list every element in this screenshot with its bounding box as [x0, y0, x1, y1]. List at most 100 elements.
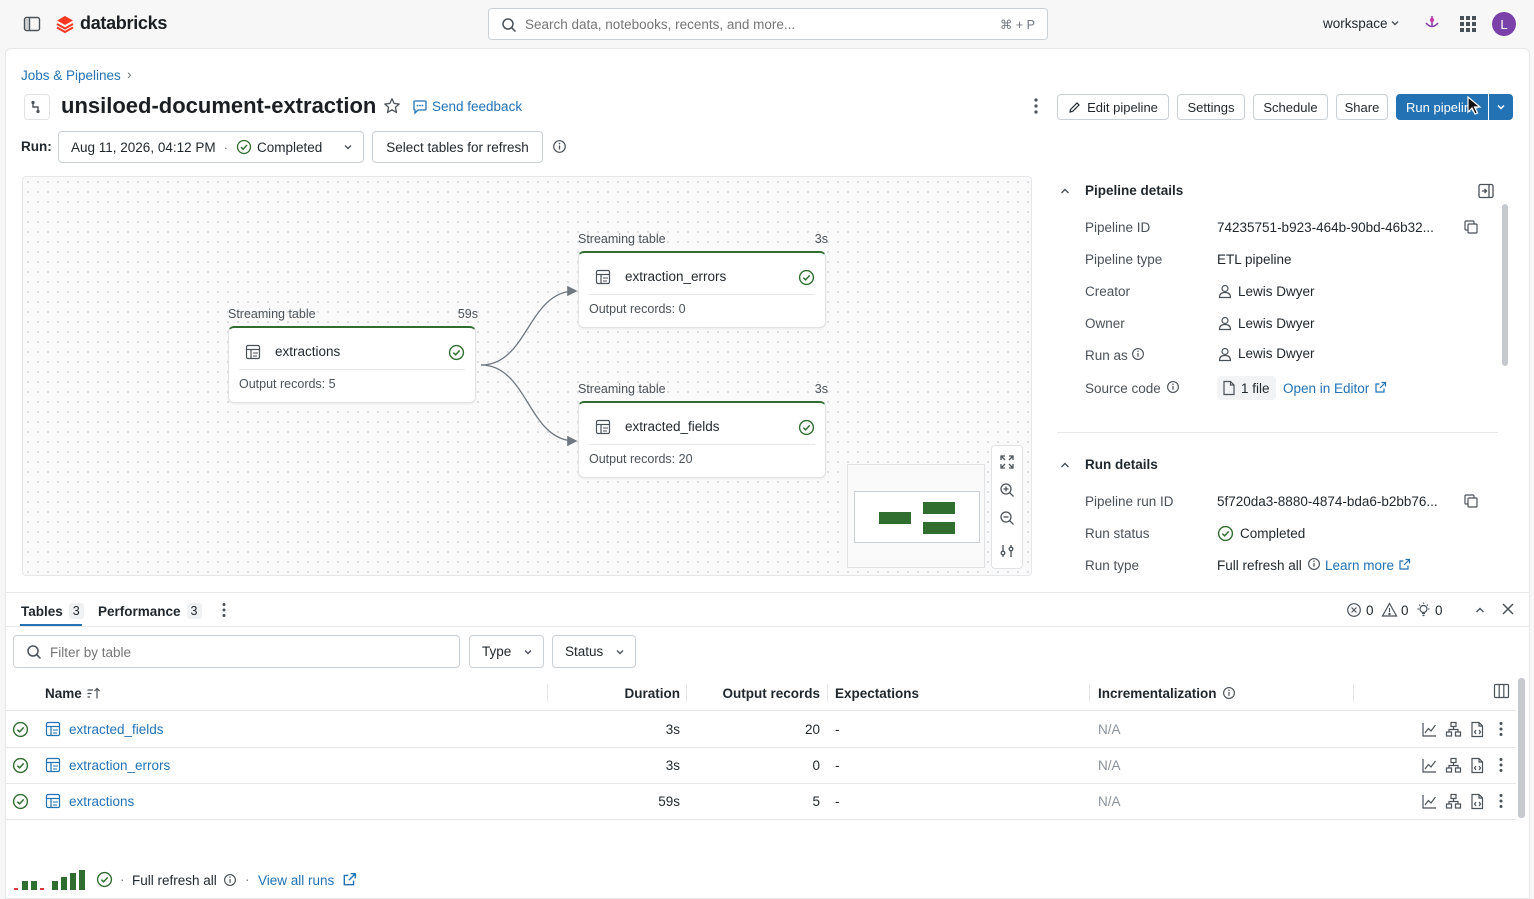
- workspace-selector[interactable]: workspace: [1323, 16, 1388, 31]
- table-name-link[interactable]: extractions: [69, 794, 135, 809]
- table-row[interactable]: extraction_errors 3s 0 - N/A: [6, 748, 1516, 784]
- column-header-incrementalization[interactable]: Incrementalization: [1098, 686, 1217, 701]
- chevron-up-icon[interactable]: [1059, 185, 1071, 197]
- graph-node-extraction-errors[interactable]: extraction_errors Output records: 0: [578, 251, 826, 328]
- kebab-menu-icon[interactable]: [1028, 97, 1044, 115]
- scrollbar-thumb[interactable]: [1518, 678, 1525, 818]
- select-tables-refresh-button[interactable]: Select tables for refresh: [372, 131, 543, 163]
- column-header-output-records[interactable]: Output records: [722, 686, 820, 701]
- table-scrollbar[interactable]: [1518, 678, 1526, 818]
- zoom-in-icon[interactable]: [991, 476, 1023, 504]
- chart-icon[interactable]: [1421, 793, 1438, 810]
- column-header-duration[interactable]: Duration: [624, 686, 681, 701]
- type-filter-dropdown[interactable]: Type: [469, 635, 544, 668]
- sort-ascending-icon[interactable]: [86, 686, 101, 701]
- copy-icon[interactable]: [1463, 219, 1479, 235]
- assistant-icon[interactable]: [1423, 14, 1441, 34]
- databricks-logo-icon[interactable]: [55, 14, 75, 34]
- tab-tables[interactable]: Tables 3: [21, 596, 84, 626]
- run-details-heading[interactable]: Run details: [1085, 457, 1158, 472]
- lightbulb-icon[interactable]: [1415, 601, 1432, 618]
- filter-by-table-input[interactable]: [50, 643, 430, 661]
- layout-settings-icon[interactable]: [991, 537, 1023, 565]
- error-circle-icon[interactable]: [1346, 602, 1362, 618]
- run-selector[interactable]: Aug 11, 2026, 04:12 PM · Completed: [58, 131, 364, 163]
- settings-button[interactable]: Settings: [1177, 94, 1245, 120]
- star-icon[interactable]: [383, 97, 401, 115]
- chevron-down-icon: [1496, 102, 1506, 112]
- error-count: 0: [1366, 603, 1374, 618]
- kebab-menu-icon[interactable]: [1493, 757, 1509, 773]
- view-all-runs-link[interactable]: View all runs: [258, 873, 335, 888]
- info-icon[interactable]: [223, 873, 237, 887]
- info-icon[interactable]: [1222, 686, 1236, 700]
- table-name-link[interactable]: extracted_fields: [69, 722, 164, 737]
- table-name-link[interactable]: extraction_errors: [69, 758, 171, 773]
- external-link-icon[interactable]: [1398, 558, 1411, 571]
- table-row[interactable]: extractions 59s 5 - N/A: [6, 784, 1516, 820]
- file-code-icon[interactable]: [1469, 793, 1486, 810]
- feedback-icon[interactable]: [412, 99, 428, 115]
- tab-performance[interactable]: Performance 3: [98, 596, 202, 626]
- pipeline-details-heading[interactable]: Pipeline details: [1085, 183, 1184, 198]
- sidebar-toggle-icon[interactable]: [22, 14, 42, 34]
- kebab-menu-icon[interactable]: [1493, 721, 1509, 737]
- minimap-viewport[interactable]: [854, 491, 980, 543]
- open-in-editor-link[interactable]: Open in Editor: [1283, 381, 1370, 396]
- close-icon[interactable]: [1501, 602, 1515, 616]
- chevron-up-icon[interactable]: [1474, 604, 1486, 616]
- lineage-icon[interactable]: [1445, 757, 1462, 774]
- lineage-icon[interactable]: [1445, 793, 1462, 810]
- graph-node-extractions[interactable]: extractions Output records: 5: [228, 326, 476, 403]
- graph-node-extracted-fields[interactable]: extracted_fields Output records: 20: [578, 401, 826, 478]
- info-icon[interactable]: [1131, 347, 1145, 361]
- collapse-panel-icon[interactable]: [1477, 182, 1495, 200]
- learn-more-link[interactable]: Learn more: [1325, 558, 1395, 573]
- send-feedback-link[interactable]: Send feedback: [432, 99, 523, 114]
- status-filter-dropdown[interactable]: Status: [552, 635, 636, 668]
- detail-label: Creator: [1085, 284, 1131, 299]
- schedule-button[interactable]: Schedule: [1253, 94, 1328, 120]
- file-code-icon[interactable]: [1469, 721, 1486, 738]
- logo-text[interactable]: databricks: [80, 13, 168, 33]
- share-button[interactable]: Share: [1336, 94, 1388, 120]
- info-icon[interactable]: [1307, 557, 1321, 571]
- pipeline-graph-canvas[interactable]: Streaming table 59s extractions Output r…: [22, 176, 1032, 576]
- check-circle-icon: [1217, 525, 1234, 542]
- copy-icon[interactable]: [1463, 493, 1479, 509]
- table-row[interactable]: extracted_fields 3s 20 - N/A: [6, 712, 1516, 748]
- app-grid-icon[interactable]: [1459, 15, 1477, 33]
- global-search[interactable]: ⌘ + P: [488, 8, 1048, 40]
- external-link-icon[interactable]: [1374, 381, 1387, 394]
- edit-pipeline-button[interactable]: Edit pipeline: [1057, 94, 1169, 120]
- search-input[interactable]: [525, 15, 965, 33]
- column-header-name[interactable]: Name: [45, 686, 82, 701]
- info-icon[interactable]: [1166, 380, 1180, 394]
- graph-minimap[interactable]: [847, 464, 985, 568]
- kebab-menu-icon[interactable]: [216, 602, 232, 618]
- table-filter[interactable]: [13, 635, 460, 668]
- breadcrumb[interactable]: Jobs & Pipelines: [21, 68, 121, 83]
- fit-view-icon[interactable]: [991, 448, 1023, 476]
- run-history-sparkline[interactable]: [14, 869, 90, 891]
- footer-separator: ·: [120, 872, 125, 887]
- columns-icon[interactable]: [1493, 683, 1510, 699]
- avatar[interactable]: L: [1492, 12, 1516, 36]
- tab-tables-count: 3: [68, 603, 84, 619]
- chart-icon[interactable]: [1421, 721, 1438, 738]
- run-options-button[interactable]: [1489, 94, 1513, 120]
- kebab-menu-icon[interactable]: [1493, 793, 1509, 809]
- detail-label: Run type: [1085, 558, 1140, 573]
- lineage-icon[interactable]: [1445, 721, 1462, 738]
- chart-icon[interactable]: [1421, 757, 1438, 774]
- column-header-expectations[interactable]: Expectations: [835, 686, 920, 701]
- source-file-chip[interactable]: 1 file: [1217, 376, 1276, 400]
- chevron-up-icon[interactable]: [1059, 459, 1071, 471]
- file-code-icon[interactable]: [1469, 757, 1486, 774]
- zoom-out-icon[interactable]: [991, 504, 1023, 532]
- scrollbar-thumb[interactable]: [1502, 204, 1508, 366]
- details-scrollbar[interactable]: [1500, 176, 1510, 576]
- warning-icon[interactable]: [1381, 602, 1398, 618]
- info-icon[interactable]: [552, 139, 567, 154]
- external-link-icon[interactable]: [342, 872, 357, 887]
